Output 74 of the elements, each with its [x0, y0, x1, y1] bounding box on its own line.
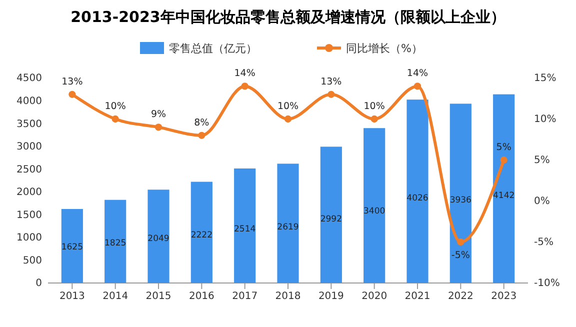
y-tick-label: 2000 [16, 187, 42, 198]
data-label: 2619 [277, 222, 299, 232]
chart-title: 2013-2023年中国化妆品零售总额及增速情况（限额以上企业） [70, 8, 506, 26]
y-tick-label: 3000 [16, 142, 42, 153]
x-tick-label: 2023 [491, 291, 517, 302]
bar [234, 168, 256, 283]
data-label: 3400 [364, 206, 386, 216]
data-label: 2992 [320, 214, 342, 225]
y-tick-label: 500 [22, 255, 42, 266]
data-label: 13% [62, 76, 83, 88]
x-tick-label: 2016 [188, 291, 214, 302]
y2-tick-label: -5% [534, 237, 554, 248]
data-label: 4142 [493, 191, 515, 202]
x-tick-label: 2015 [146, 291, 172, 302]
bar [364, 128, 386, 283]
data-label: 2222 [190, 230, 212, 240]
bar [277, 164, 299, 283]
y-tick-label: 1000 [16, 232, 42, 244]
data-label: 2514 [234, 224, 256, 234]
bar [406, 100, 428, 283]
bar [104, 200, 126, 283]
x-tick-label: 2020 [362, 291, 388, 302]
point [68, 90, 76, 98]
y2-tick-label: 15% [534, 73, 556, 84]
y2-tick-label: 5% [534, 155, 550, 166]
data-label: 3936 [450, 195, 472, 206]
y-tick-label: 0 [36, 278, 42, 290]
data-label: 13% [320, 76, 342, 88]
data-label: 10% [364, 101, 385, 112]
point [328, 90, 335, 98]
data-label: 14% [406, 68, 428, 80]
data-label: 10% [277, 101, 299, 112]
point [370, 115, 378, 123]
data-label: 14% [234, 68, 256, 80]
bar [450, 104, 472, 283]
x-tick-label: 2019 [318, 291, 344, 302]
point [500, 156, 508, 164]
data-label: -5% [451, 250, 470, 261]
bar [61, 208, 83, 283]
data-label: 2049 [148, 234, 170, 244]
bar [190, 182, 212, 283]
bar [493, 94, 515, 283]
point [241, 82, 248, 90]
y-tick-label: 4000 [16, 96, 42, 107]
bar [148, 190, 170, 283]
data-label: 1625 [61, 242, 83, 253]
y2-tick-label: -10% [534, 278, 560, 290]
point [284, 115, 292, 123]
bar [320, 146, 342, 283]
y-tick-label: 2500 [16, 164, 42, 176]
data-label: 5% [496, 142, 512, 153]
x-tick-label: 2021 [404, 291, 430, 302]
point [198, 132, 206, 139]
legend-label: 同比增长（%） [346, 42, 422, 55]
x-tick-label: 2013 [59, 291, 85, 302]
data-label: 1825 [104, 238, 126, 249]
data-label: 10% [104, 101, 126, 112]
y-tick-label: 4500 [16, 73, 42, 84]
data-label: 4026 [406, 193, 428, 204]
point [457, 238, 464, 246]
point [154, 124, 162, 131]
legend-label: 零售总值（亿元） [169, 42, 257, 55]
y2-tick-label: 0% [534, 196, 550, 208]
point [112, 115, 119, 123]
x-tick-label: 2022 [448, 291, 474, 302]
x-tick-label: 2014 [102, 291, 128, 302]
data-label: 8% [194, 117, 210, 128]
y-tick-label: 1500 [16, 210, 42, 221]
y2-tick-label: 10% [534, 114, 556, 126]
point [414, 82, 422, 90]
y-tick-label: 3500 [16, 118, 42, 130]
data-label: 9% [150, 109, 166, 120]
x-tick-label: 2018 [275, 291, 301, 302]
x-tick-label: 2017 [232, 291, 258, 302]
